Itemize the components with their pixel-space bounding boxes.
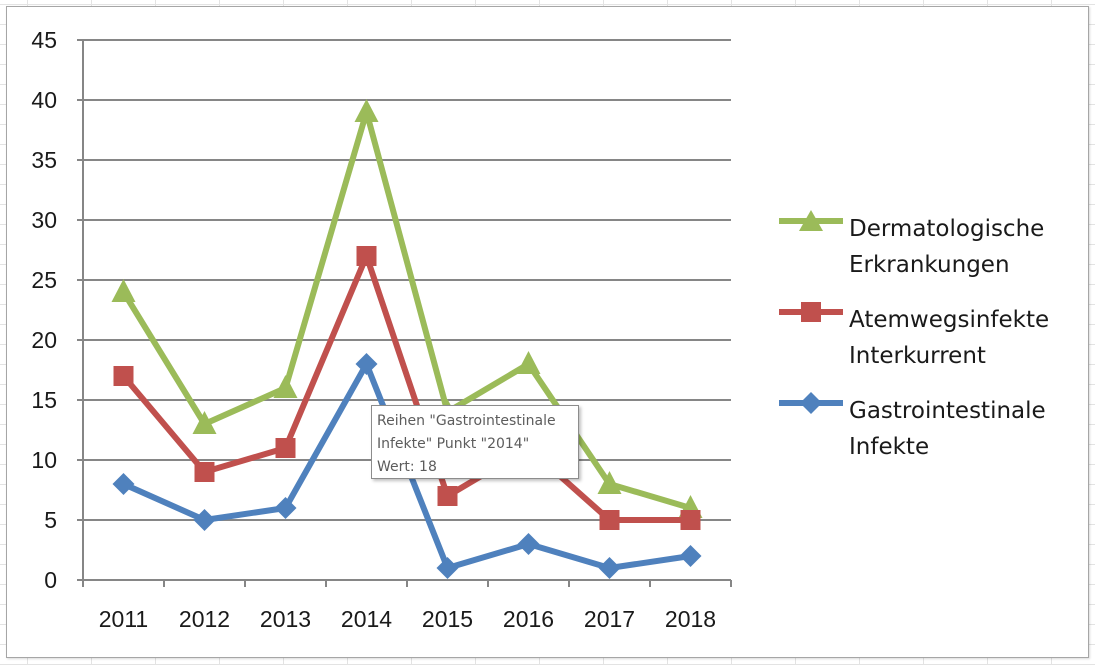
x-tick-label: 2014: [341, 606, 392, 632]
x-tick-label: 2012: [179, 606, 230, 632]
data-point-square[interactable]: [113, 366, 134, 386]
series-triangle: [111, 99, 703, 518]
legend-label-line-2: Infekte: [849, 434, 930, 460]
y-tick-label: 20: [31, 327, 57, 353]
x-tick-label: 2016: [503, 606, 554, 632]
data-point-square[interactable]: [437, 486, 458, 506]
data-point-diamond[interactable]: [679, 545, 702, 567]
data-point-square[interactable]: [680, 510, 701, 530]
data-point-diamond[interactable]: [598, 557, 621, 579]
x-tick-label: 2017: [584, 606, 635, 632]
chart-area[interactable]: 0 5 10 15 20 25 30 35 40 45 2011 2012 2013 2014 2015 20…: [6, 6, 1089, 658]
x-tick-label: 2013: [260, 606, 311, 632]
legend-item-dermatologische[interactable]: Dermatologische Erkrankungen: [777, 207, 1095, 298]
y-tick-label: 0: [44, 567, 57, 593]
data-point-square[interactable]: [275, 438, 296, 458]
y-tick-label: 35: [31, 147, 57, 173]
data-point-triangle[interactable]: [273, 375, 298, 398]
data-point-square[interactable]: [599, 510, 620, 530]
x-tick-label: 2015: [422, 606, 473, 632]
legend-item-gastrointestinale[interactable]: Gastrointestinale Infekte: [777, 389, 1095, 480]
y-tick-label: 15: [31, 387, 57, 413]
data-point-diamond[interactable]: [436, 557, 459, 579]
y-tick-label: 45: [31, 27, 57, 53]
legend-label-line-1: Dermatologische: [849, 216, 1045, 242]
data-point-tooltip: Reihen "Gastrointestinale Infekte" Punkt…: [371, 405, 579, 479]
y-tick-label: 30: [31, 207, 57, 233]
legend-label-line-1: Atemwegsinfekte: [849, 307, 1050, 333]
legend-label-line-2: Interkurrent: [849, 343, 986, 369]
line-chart-plot[interactable]: 0 5 10 15 20 25 30 35 40 45 2011 2012 2013 2014 2015 20…: [7, 7, 1088, 657]
tooltip-point-line: Infekte" Punkt "2014": [377, 436, 530, 452]
data-point-triangle[interactable]: [354, 99, 379, 122]
data-point-triangle[interactable]: [192, 411, 217, 434]
legend-label-line-2: Erkrankungen: [849, 252, 1010, 278]
legend-label-line-1: Gastrointestinale: [849, 398, 1046, 424]
x-tick-label: 2011: [99, 606, 148, 632]
tooltip-value-line: Wert: 18: [377, 459, 437, 475]
y-tick-label: 10: [31, 447, 57, 473]
x-tick-label: 2018: [665, 606, 716, 632]
chart-legend[interactable]: Dermatologische Erkrankungen Atemwegsinf…: [777, 207, 1095, 480]
data-point-triangle[interactable]: [597, 471, 622, 494]
data-point-diamond[interactable]: [274, 497, 297, 519]
y-tick-label: 40: [31, 87, 57, 113]
data-point-triangle[interactable]: [516, 351, 541, 374]
data-point-diamond[interactable]: [112, 473, 135, 495]
legend-swatch-square-icon: [779, 302, 843, 322]
data-point-diamond[interactable]: [517, 533, 540, 555]
series-line: [120, 109, 692, 511]
data-point-square[interactable]: [194, 462, 215, 482]
y-tick-label: 5: [44, 507, 57, 533]
legend-item-atemwegsinfekte[interactable]: Atemwegsinfekte Interkurrent: [777, 298, 1095, 389]
data-point-triangle[interactable]: [111, 279, 136, 302]
legend-swatch-diamond-icon: [779, 392, 843, 414]
legend-swatch-triangle-icon: [779, 210, 843, 231]
y-tick-label: 25: [31, 267, 57, 293]
data-point-square[interactable]: [356, 246, 377, 266]
data-point-diamond[interactable]: [193, 509, 216, 531]
series-line: [121, 253, 691, 523]
tooltip-series-line: Reihen "Gastrointestinale: [377, 413, 556, 429]
data-point-diamond[interactable]: [355, 353, 378, 375]
